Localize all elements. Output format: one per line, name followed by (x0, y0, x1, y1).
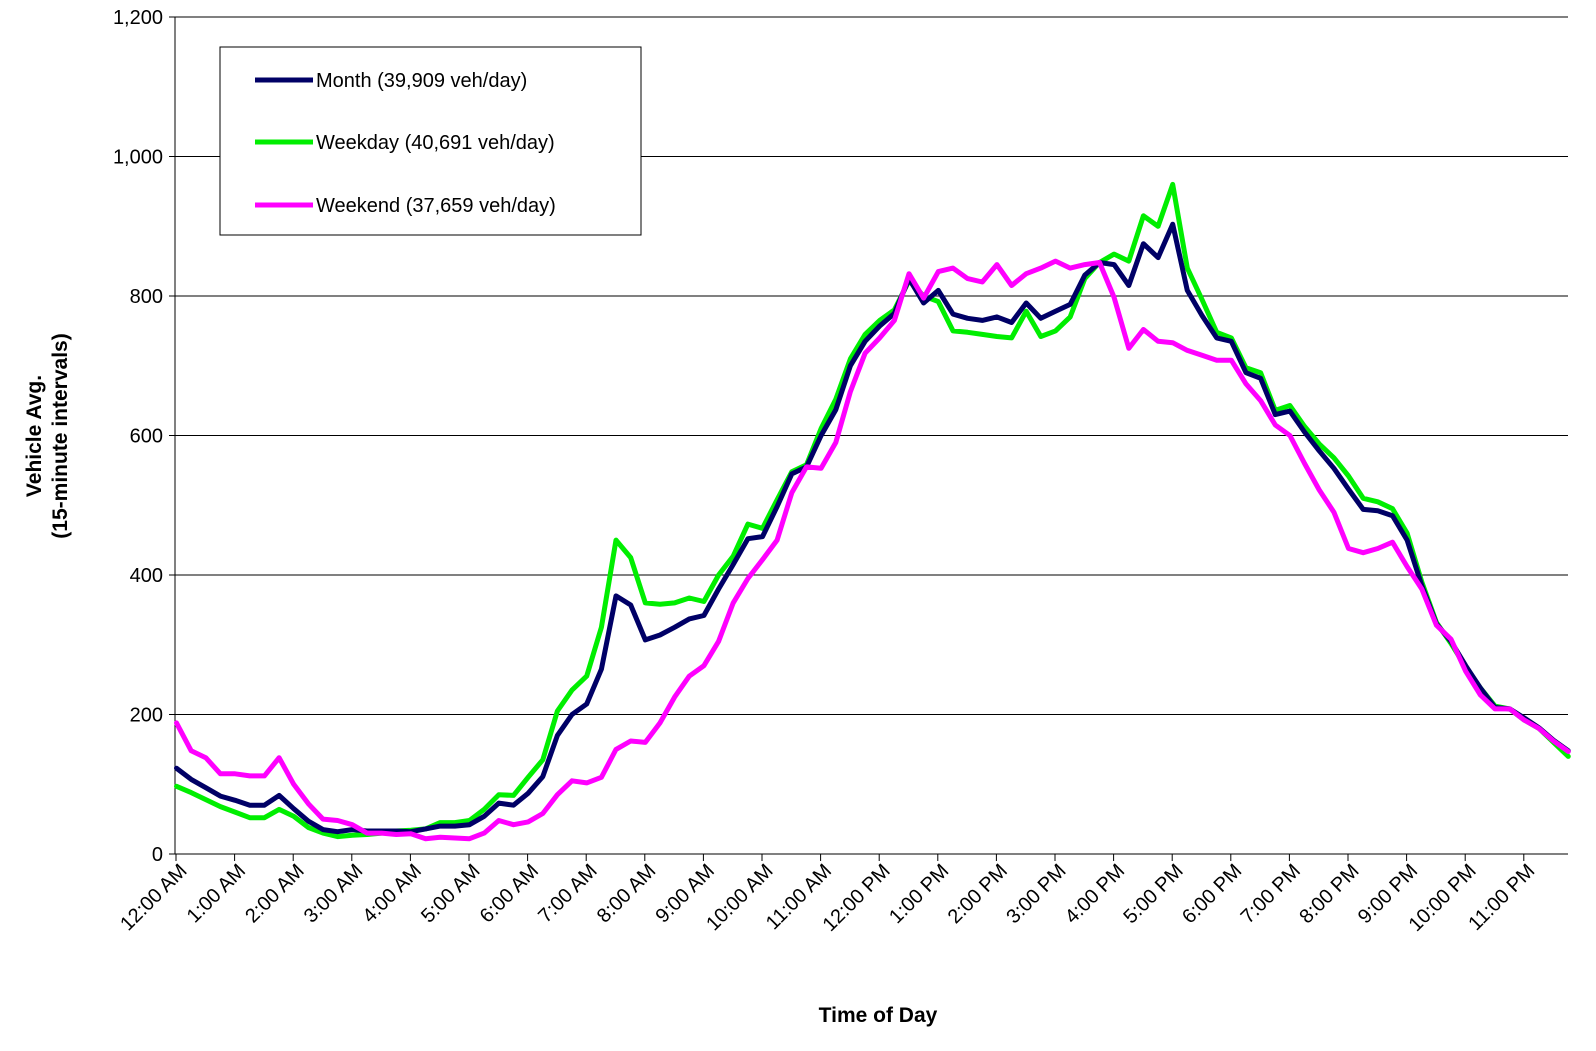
y-tick-label: 1,200 (113, 7, 163, 29)
series-lines (174, 181, 1571, 842)
legend-label-month: Month (39,909 veh/day) (316, 70, 527, 92)
legend-label-weekend: Weekend (37,659 veh/day) (316, 195, 556, 217)
axes (169, 16, 1568, 861)
legend-label-weekday: Weekday (40,691 veh/day) (316, 132, 555, 154)
x-axis-title: Time of Day (819, 1004, 938, 1027)
y-tick-label: 800 (130, 286, 163, 308)
y-tick-label: 0 (152, 844, 163, 866)
series-line-weekend (174, 258, 1571, 842)
legend: Month (39,909 veh/day) Weekday (40,691 v… (219, 46, 642, 236)
y-tick-label: 200 (130, 705, 163, 727)
y-tick-label: 400 (130, 565, 163, 587)
y-axis-title: Vehicle Avg. (15-minute intervals) (23, 333, 72, 538)
y-tick-label: 600 (130, 426, 163, 448)
y-tick-label: 1,000 (113, 147, 163, 169)
y-axis-title-line2: (15-minute intervals) (49, 333, 72, 538)
gridlines (175, 16, 1568, 715)
y-axis-title-line1: Vehicle Avg. (23, 375, 46, 497)
y-axis-tick-labels: 0 200 400 600 800 1,000 1,200 (113, 7, 163, 866)
